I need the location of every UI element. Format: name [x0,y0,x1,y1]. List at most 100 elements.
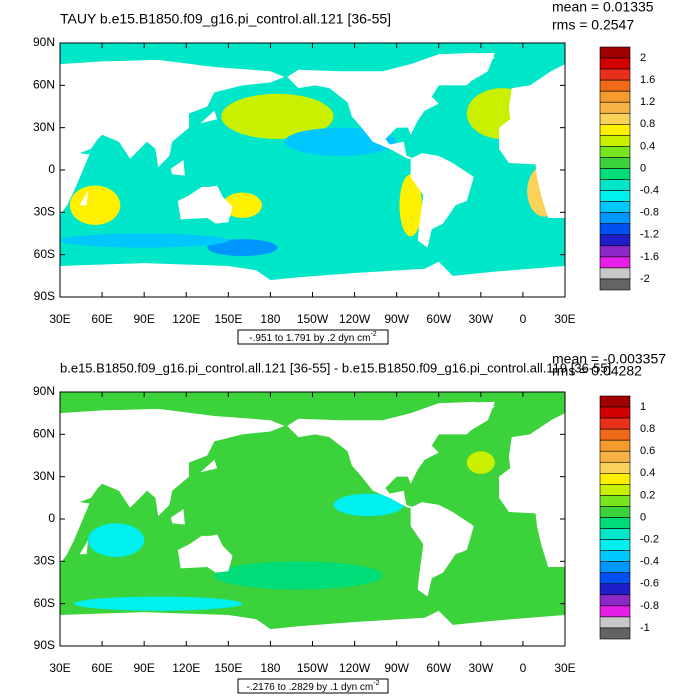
land [200,459,218,473]
colorbar-label: -0.6 [640,578,659,590]
colorbar-box [599,506,631,518]
mean-stat: mean = -0.003357 [552,351,666,367]
map-fill [60,392,565,646]
colorbar-label: 0.4 [640,140,655,152]
range-label: -.951 to 1.791 by .2 dyn cm-2 [249,331,377,344]
lat-label: 0 [48,162,55,176]
colorbar-box [599,245,631,258]
land [60,408,285,565]
colorbar-box [599,406,631,419]
map-panel: 90N 60N 30N 0 30S 60S 90S 30E 60E 90E 120E 150E 180 1… [33,0,659,345]
lat-label: 90N [33,384,55,398]
contour-region [221,93,334,139]
colorbar-box [599,179,631,191]
colorbar-box [599,627,631,640]
colorbar-box [599,46,631,59]
land [499,413,565,567]
panel-title: TAUY b.e15.B1850.f09_g16.pi_control.all.… [60,11,391,27]
lon-label: 150W [297,312,329,326]
land [438,401,495,435]
contour-region [333,493,404,517]
colorbar-box [599,395,631,408]
mean-stat: mean = 0.01335 [552,0,654,15]
colorbar-box [599,605,631,618]
colorbar-box [599,583,631,596]
land [438,52,495,86]
map-fill [60,43,565,297]
contour-region [466,451,495,474]
colorbar-label: -1 [640,622,650,634]
lon-label: 60W [426,661,451,675]
lon-label: 90W [384,661,409,675]
land [499,64,565,218]
range-box [237,329,389,345]
colorbar-label: 0 [640,511,646,523]
colorbar-label: -1.2 [640,229,659,241]
lon-label: 180 [260,661,280,675]
colorbar-box [599,135,631,147]
contour-region [88,523,145,558]
lon-label: 150E [214,312,242,326]
lon-label: 30W [468,661,493,675]
colorbar-box [599,561,631,574]
contour-region [74,596,243,611]
colorbar-box [599,461,631,474]
lon-label: 180 [260,312,280,326]
land [287,52,495,159]
range-exponent: -2 [373,680,379,687]
colorbar-label: -0.4 [640,556,659,568]
lat-label: 30N [33,120,55,134]
lon-label: 150E [214,661,242,675]
colorbar-label: -0.4 [640,184,659,196]
colorbar-box [599,428,631,441]
lon-label: 30E [49,312,70,326]
range-label: -.2176 to .2829 by .1 dyn cm-2 [247,680,380,693]
land [60,261,565,297]
land [410,502,474,597]
colorbar-box [599,90,631,103]
lat-label: 60N [33,78,55,92]
lat-label: 30S [34,554,55,568]
land [177,534,233,573]
contour-region [399,174,422,237]
colorbar-label: 0.2 [640,489,655,501]
colorbar-box [599,450,631,463]
lon-label: 30E [554,312,575,326]
lat-label: 0 [48,511,55,525]
colorbar-box [599,417,631,430]
colorbar-label: 1 [640,401,646,413]
colorbar-box [599,256,631,269]
contour-region [60,233,229,248]
lat-label: 60N [33,427,55,441]
range-text: -.2176 to .2829 by .1 dyn cm [247,682,374,693]
lon-label: 90W [384,312,409,326]
colorbar-label: 0.4 [640,467,655,479]
land [170,160,185,176]
lon-label: 30E [49,661,70,675]
colorbar-box [599,223,631,236]
colorbar-box [599,616,631,629]
lat-label: 30S [34,205,55,219]
lon-label: 120E [172,661,200,675]
colorbar-label: -0.8 [640,600,659,612]
lat-label: 60S [34,247,55,261]
land [79,191,89,206]
colorbar-label: -2 [640,273,650,285]
colorbar-box [599,57,631,70]
colorbar-box [599,68,631,81]
colorbar-box [599,528,631,540]
land [170,509,185,525]
colorbar-label: -0.8 [640,207,659,219]
land [79,540,89,555]
rms-stat: rms = 0.04282 [552,363,642,379]
lon-label: 120W [339,661,371,675]
colorbar-box [599,539,631,551]
land [200,110,218,124]
land [287,401,495,508]
lat-label: 90S [34,289,55,303]
colorbar-box [599,267,631,280]
colorbar-box [599,517,631,529]
panel-title: b.e15.B1850.f09_g16.pi_control.all.121 [… [60,360,611,375]
colorbar-box [599,439,631,452]
colorbar-box [599,168,631,180]
